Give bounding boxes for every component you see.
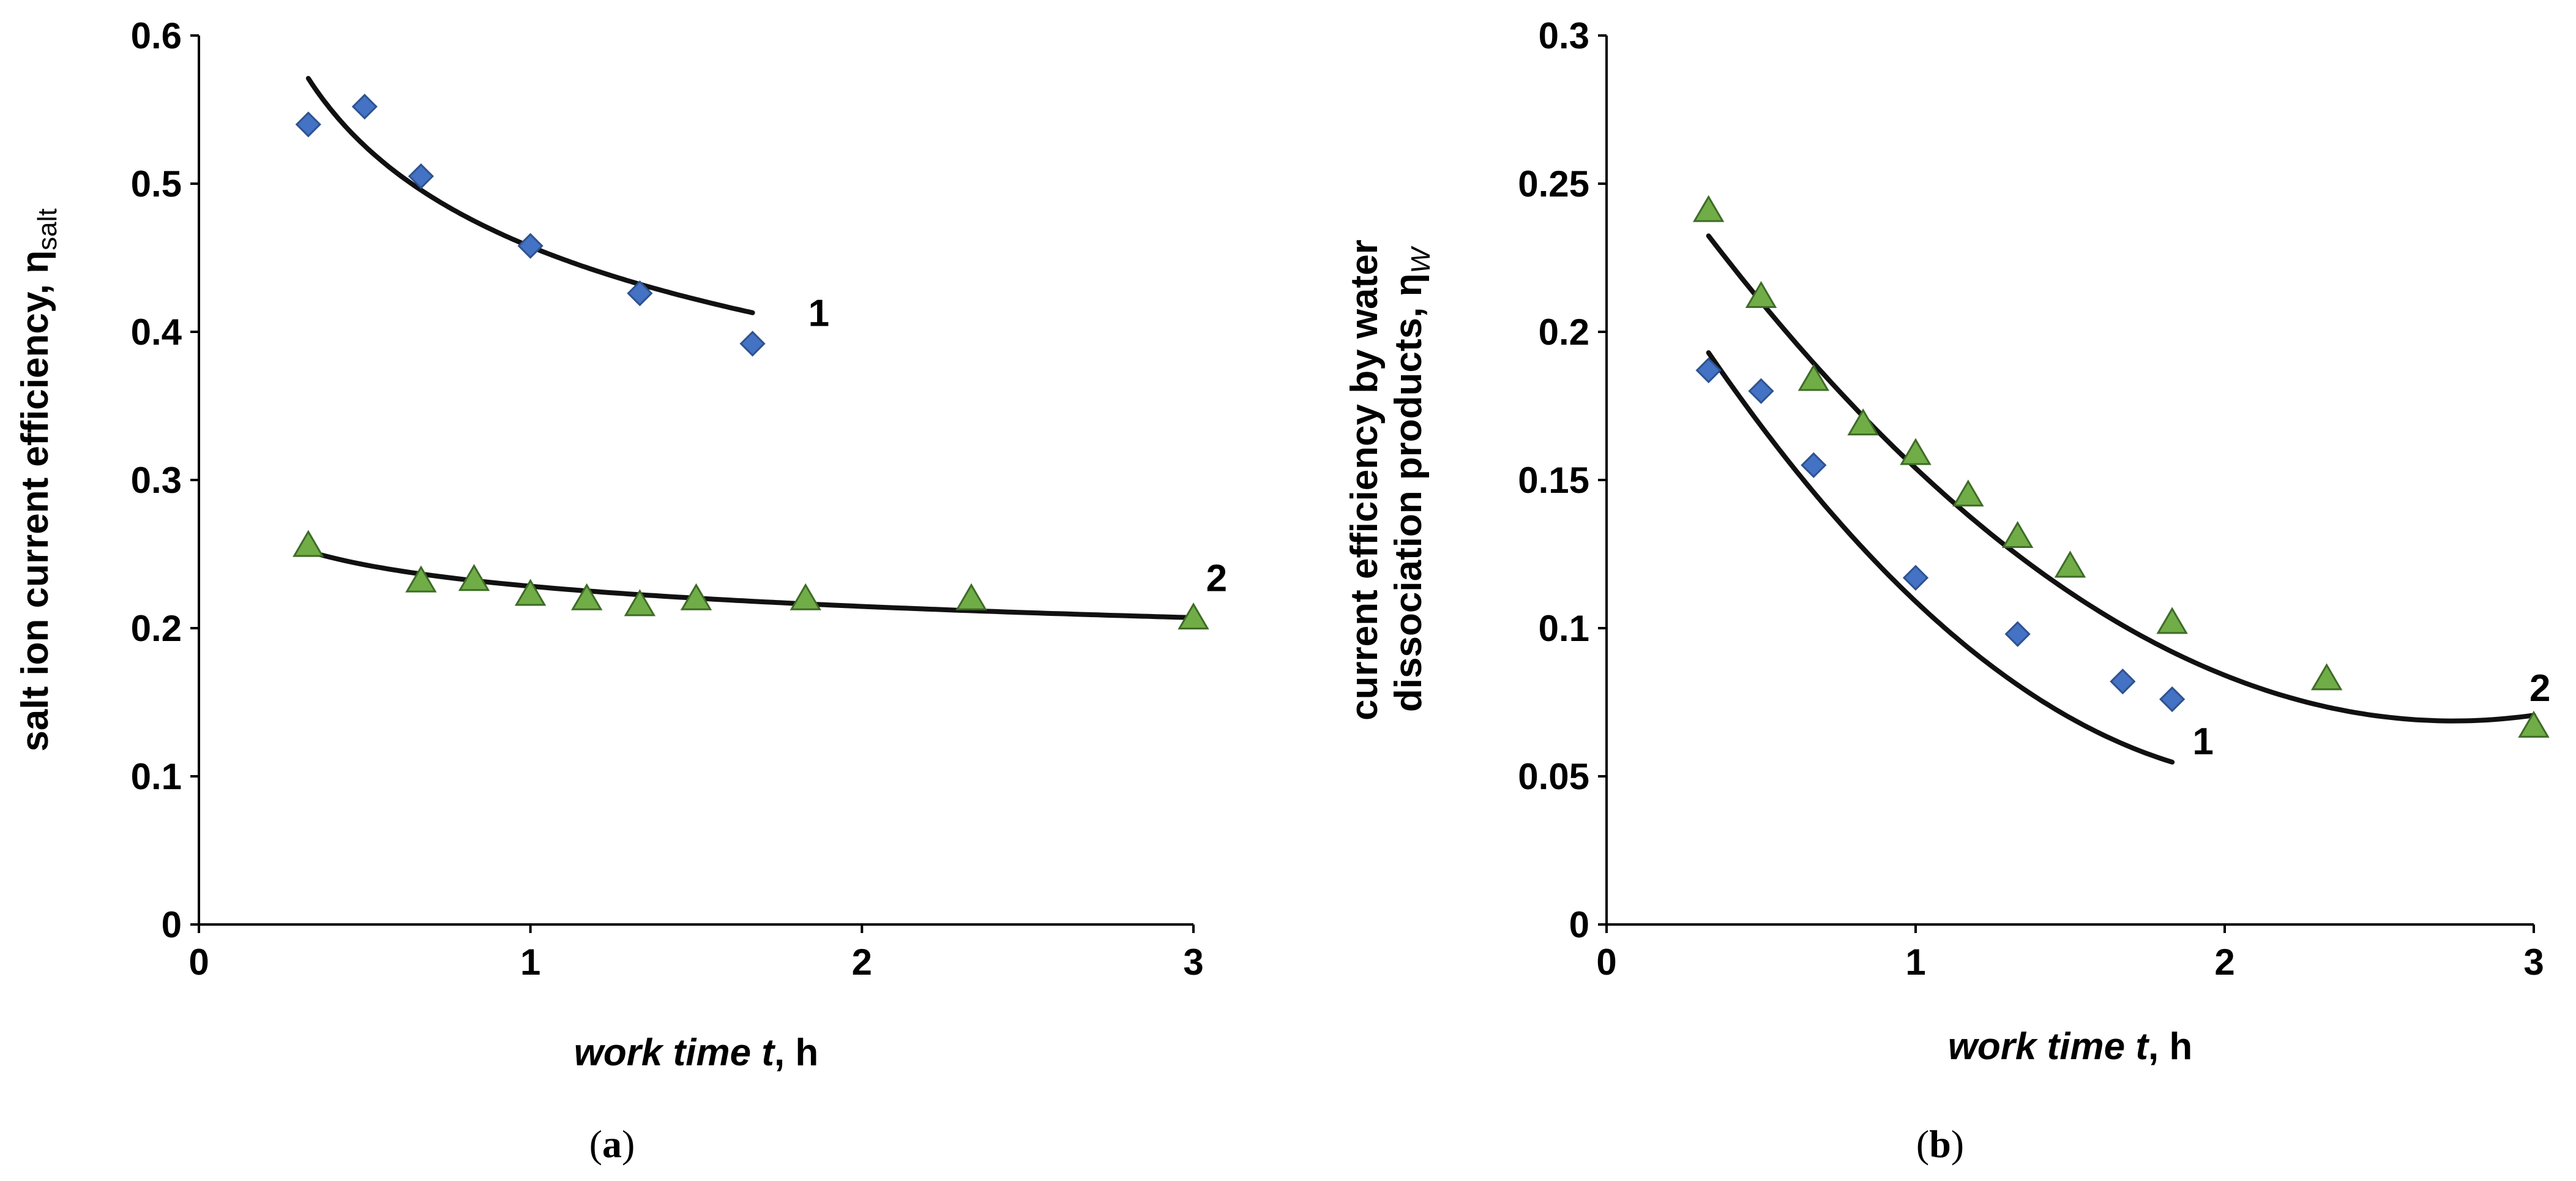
y-tick-label: 0.1: [1539, 608, 1589, 649]
x-tick-label: 1: [520, 942, 540, 983]
x-axis-label-italic: work time t: [574, 1032, 776, 1074]
y-tick-label: 0.3: [1539, 15, 1589, 56]
trendline-series-1: [1706, 350, 2175, 765]
data-point-series-2: [624, 589, 656, 617]
data-point-series-2: [2156, 607, 2188, 634]
data-point-series-1: [408, 163, 435, 190]
data-point-series-1: [1902, 564, 1929, 591]
y-axis-label-subscript: salt: [32, 208, 62, 250]
data-point-series-2: [680, 583, 712, 610]
data-point-series-1: [1801, 452, 1827, 478]
x-tick-label: 2: [2214, 942, 2234, 983]
data-point-series-2: [1798, 364, 1830, 391]
y-axis-label-line2: dissociation products, η: [1387, 274, 1430, 713]
series-label-2: 2: [2529, 667, 2550, 710]
y-tick-label: 0: [162, 904, 182, 945]
data-point-series-2: [1745, 280, 1777, 309]
data-point-series-1: [1695, 357, 1722, 384]
data-point-series-1: [2110, 668, 2136, 695]
data-point-series-2: [514, 579, 547, 606]
data-point-series-2: [1847, 408, 1879, 436]
y-tick-label: 0.2: [1539, 312, 1589, 353]
data-point-series-1: [627, 280, 653, 307]
panel-caption: (a): [589, 1122, 635, 1166]
data-point-series-1: [351, 94, 378, 120]
data-point-series-2: [2310, 663, 2343, 691]
panel-caption-close: ): [622, 1122, 635, 1166]
y-axis-label: salt ion current efficiency, ηsalt: [14, 208, 62, 751]
y-axis-label-subscript: W: [1406, 246, 1436, 274]
data-point-series-2: [458, 564, 490, 591]
panel-caption-letter: b: [1929, 1122, 1951, 1166]
data-point-series-2: [2001, 520, 2034, 549]
chart-panel-a: 0 0.1 0.2 0.3 0.4 0.5 0.6 0 1 2 3 work time t, h sal…: [14, 15, 1227, 1166]
panel-caption: (b): [1916, 1122, 1964, 1166]
x-tick-label: 3: [2523, 942, 2544, 983]
trendline-series-2: [305, 549, 1196, 620]
data-point-series-2: [1692, 195, 1725, 222]
y-tick-label: 0.1: [131, 756, 182, 797]
data-point-series-1: [2159, 686, 2186, 713]
data-point-series-2: [1900, 438, 1932, 465]
x-axis-label-unit: , h: [2148, 1025, 2192, 1068]
trendline-series-2: [1706, 233, 2536, 724]
data-point-series-2: [571, 583, 603, 610]
y-axis-label-text: salt ion current efficiency, η: [14, 250, 56, 752]
x-axis-label: work time t, h: [1948, 1025, 2193, 1068]
x-axis-label-italic: work time t: [1948, 1025, 2150, 1068]
y-tick-label: 0.6: [131, 15, 182, 56]
data-point-series-2: [405, 565, 437, 593]
data-point-series-2: [790, 583, 821, 610]
x-axis-label-unit: , h: [774, 1032, 818, 1074]
x-tick-label: 0: [189, 942, 209, 983]
data-point-series-1: [2004, 621, 2031, 647]
data-point-series-2: [1178, 602, 1209, 630]
data-point-series-2: [1952, 479, 1984, 507]
data-point-series-1: [1748, 378, 1774, 404]
data-point-series-2: [2518, 710, 2550, 738]
data-point-series-2: [293, 530, 324, 557]
trendline-series-1: [305, 76, 755, 315]
series-label-1: 1: [2192, 721, 2213, 763]
y-tick-label: 0.5: [131, 163, 182, 204]
x-tick-label: 0: [1596, 942, 1616, 983]
panel-caption-close: ): [1951, 1122, 1964, 1166]
series-label-2: 2: [1206, 558, 1227, 600]
data-point-series-2: [955, 583, 987, 610]
y-tick-label: 0.15: [1518, 460, 1589, 501]
data-point-series-1: [517, 233, 543, 259]
panel-caption-letter: a: [602, 1122, 622, 1166]
x-tick-label: 3: [1183, 942, 1203, 983]
y-axis-label: current efficiency by waterdissociation …: [1343, 239, 1436, 721]
x-axis-label: work time t, h: [574, 1032, 819, 1074]
y-tick-label: 0.2: [131, 608, 182, 649]
x-tick-label: 1: [1905, 942, 1925, 983]
data-point-series-2: [2054, 550, 2086, 578]
data-point-series-1: [295, 111, 321, 138]
series-label-1: 1: [808, 293, 829, 335]
data-point-series-1: [739, 331, 766, 357]
x-tick-label: 2: [852, 942, 872, 983]
y-axis-label-line1: current efficiency by water: [1343, 239, 1386, 721]
y-tick-label: 0.25: [1518, 163, 1589, 204]
y-tick-label: 0.4: [131, 312, 182, 353]
chart-panel-b: 0 0.05 0.1 0.15 0.2 0.25 0.3 0 1 2 3 work time t, h…: [1343, 15, 2550, 1166]
y-tick-label: 0.3: [131, 460, 182, 501]
y-tick-label: 0: [1569, 904, 1589, 945]
y-tick-label: 0.05: [1518, 756, 1589, 797]
